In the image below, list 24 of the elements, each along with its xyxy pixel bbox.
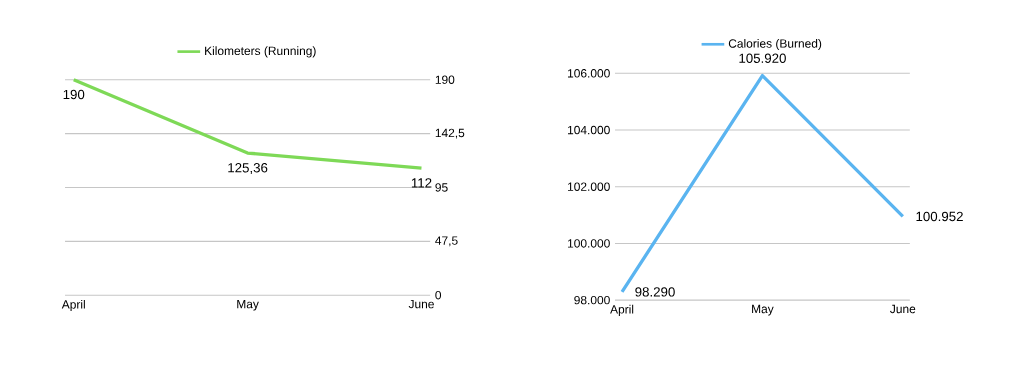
data-label: 125,36 xyxy=(228,163,268,174)
data-label: 112 xyxy=(411,178,432,188)
y-tick-label: 190 xyxy=(435,75,455,84)
data-label: 105.920 xyxy=(739,53,786,63)
data-label: 98.290 xyxy=(635,287,675,297)
x-tick-label: May xyxy=(752,304,774,316)
legend-label: Kilometers (Running) xyxy=(205,46,316,58)
y-tick-label: 98.000 xyxy=(574,295,610,305)
x-tick-label: June xyxy=(408,299,434,309)
y-tick-label: 95 xyxy=(435,183,448,192)
x-tick-label: April xyxy=(610,304,634,316)
y-tick-label: 142,5 xyxy=(435,128,465,139)
y-tick-label: 104.000 xyxy=(568,125,610,135)
y-tick-label: 47,5 xyxy=(435,236,458,247)
x-tick-label: April xyxy=(61,299,85,311)
y-tick-label: 0 xyxy=(435,290,442,300)
legend-label: Calories (Burned) xyxy=(728,38,822,51)
y-tick-label: 106.000 xyxy=(568,69,610,78)
data-label: 190 xyxy=(63,89,85,100)
x-tick-label: June xyxy=(890,304,916,314)
y-tick-label: 102.000 xyxy=(568,182,610,191)
x-tick-label: May xyxy=(237,299,259,311)
data-label: 100.952 xyxy=(916,211,963,222)
y-tick-label: 100.000 xyxy=(568,239,610,248)
